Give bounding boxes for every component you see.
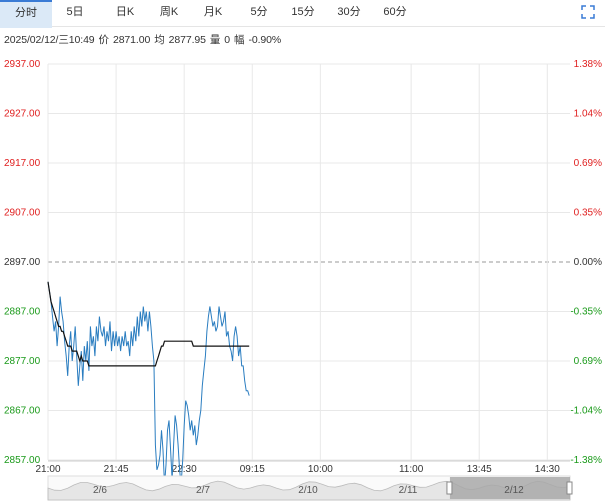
- x-tick-label: 14:30: [535, 464, 560, 475]
- quote-info-bar: 2025/02/12/三10:49 价 2871.00 均 2877.95 量 0 幅 -0.9…: [4, 32, 285, 47]
- volume-label: 量: [209, 34, 221, 46]
- pct-tick-label: -0.35%: [570, 307, 602, 318]
- x-tick-label: 21:45: [104, 464, 129, 475]
- tab-weekly-k[interactable]: 周K: [159, 6, 179, 18]
- pct-tick-label: 1.38%: [574, 59, 602, 70]
- pct-tick-label: 0.00%: [574, 257, 602, 268]
- x-tick-label: 13:45: [467, 464, 492, 475]
- y-tick-label: 2937.00: [4, 59, 41, 70]
- navigator-date-label: 2/12: [504, 485, 524, 496]
- y-tick-label: 2927.00: [4, 109, 41, 120]
- navigator-handle-left[interactable]: [446, 481, 453, 495]
- pct-tick-label: -1.38%: [570, 455, 602, 466]
- pct-tick-label: 0.35%: [574, 208, 602, 219]
- y-tick-label: 2897.00: [4, 257, 41, 268]
- x-tick-label: 21:00: [35, 464, 60, 475]
- average-price-line: [47, 281, 250, 367]
- change-label: 幅: [234, 34, 245, 46]
- pct-tick-label: -1.04%: [570, 406, 602, 417]
- tab-daily-k[interactable]: 日K: [115, 6, 135, 18]
- pct-tick-label: 0.69%: [574, 158, 602, 169]
- y-tick-label: 2877.00: [4, 356, 41, 367]
- price-line: [47, 281, 250, 485]
- quote-datetime: 2025/02/12/三10:49: [4, 34, 95, 46]
- avg-label: 均: [154, 34, 165, 46]
- expand-icon[interactable]: [581, 5, 595, 19]
- price-label: 价: [98, 34, 110, 46]
- navigator-date-label: 2/6: [93, 485, 107, 496]
- x-tick-label: 11:00: [399, 464, 424, 475]
- volume-value: 0: [224, 34, 231, 46]
- y-tick-label: 2867.00: [4, 406, 41, 417]
- tab-monthly-k[interactable]: 月K: [203, 6, 223, 18]
- tab-5day[interactable]: 5日: [66, 6, 84, 18]
- y-tick-label: 2917.00: [4, 158, 41, 169]
- x-tick-label: 22:30: [172, 464, 197, 475]
- navigator-handle-right[interactable]: [566, 481, 573, 495]
- avg-value: 2877.95: [168, 34, 206, 46]
- tab-15min[interactable]: 15分: [291, 6, 315, 18]
- navigator-date-label: 2/11: [399, 485, 418, 496]
- tab-5min[interactable]: 5分: [250, 6, 268, 18]
- tab-60min[interactable]: 60分: [383, 6, 407, 18]
- pct-tick-label: 1.04%: [574, 109, 602, 120]
- navigator-window[interactable]: [449, 477, 570, 499]
- price-value: 2871.00: [112, 34, 151, 46]
- y-tick-label: 2857.00: [4, 455, 41, 466]
- pct-tick-label: 0.69%: [574, 356, 602, 367]
- y-tick-label: 2887.00: [4, 307, 41, 318]
- navigator-date-label: 2/10: [298, 485, 318, 496]
- tab-intraday[interactable]: 分时: [0, 0, 52, 28]
- x-tick-label: 10:00: [308, 464, 333, 475]
- period-tabs: 分时 5日 日K 周K 月K 5分 15分 30分 60分: [0, 0, 605, 28]
- y-tick-label: 2907.00: [4, 208, 41, 219]
- tab-30min[interactable]: 30分: [337, 6, 361, 18]
- change-value: -0.90%: [248, 34, 282, 46]
- navigator-date-label: 2/7: [196, 485, 210, 496]
- x-tick-label: 09:15: [240, 464, 265, 475]
